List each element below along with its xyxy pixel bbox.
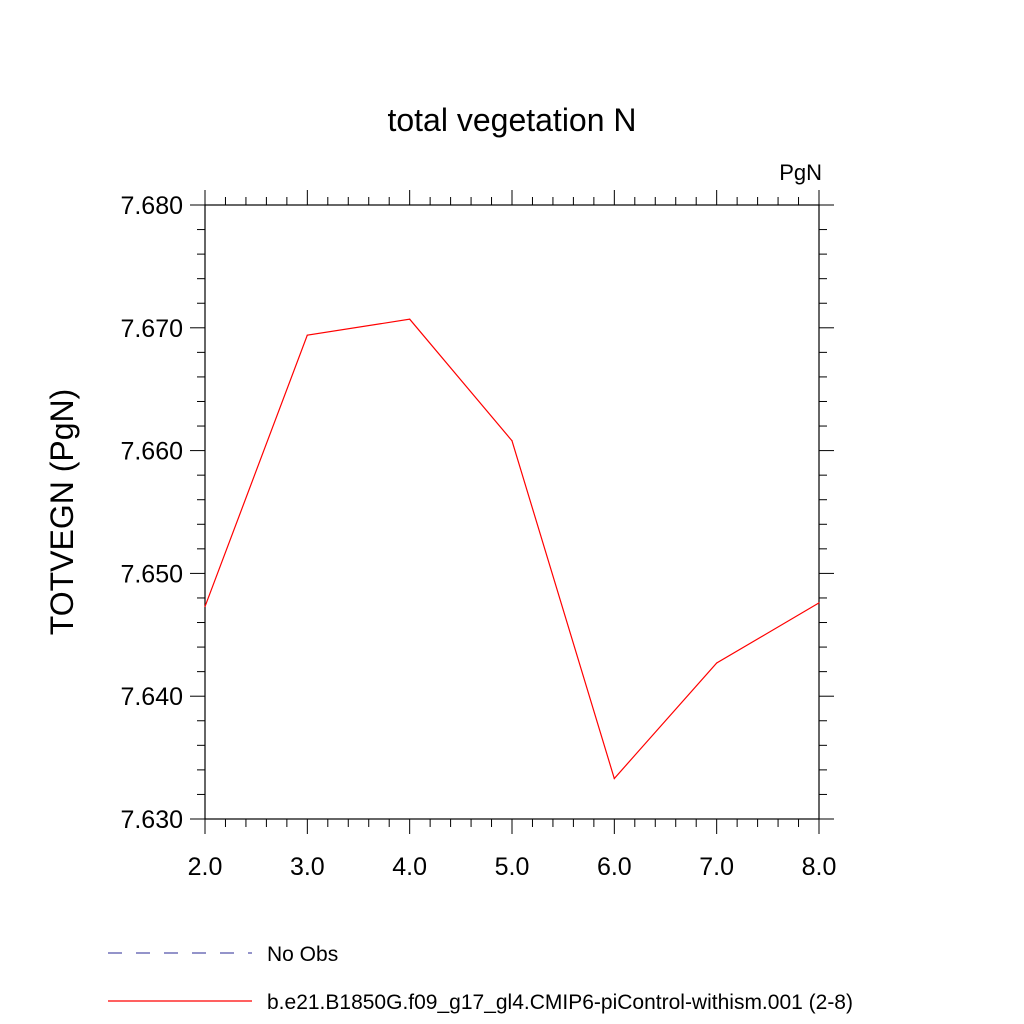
units-label: PgN	[779, 160, 822, 185]
data-point	[511, 440, 513, 442]
data-point	[409, 318, 411, 320]
series-line-0	[204, 318, 820, 780]
x-axis-ticks: 2.0 3.0 4.0 5.0 6.0 7.0 8.0	[188, 190, 837, 881]
y-tick-label: 7.660	[120, 438, 183, 466]
y-tick-label: 7.640	[120, 683, 183, 711]
legend: No Obs b.e21.B1850G.f09_g17_gl4.CMIP6-pi…	[108, 943, 853, 1014]
data-point	[204, 605, 206, 608]
x-tick-label: 7.0	[699, 853, 734, 881]
y-axis-ticks: 7.630 7.640 7.650 7.660 7.670 7.680	[120, 192, 834, 834]
x-tick-label: 2.0	[188, 853, 223, 881]
x-tick-label: 4.0	[392, 853, 427, 881]
legend-label-no-obs: No Obs	[267, 943, 338, 966]
data-point	[306, 334, 308, 336]
data-point	[613, 777, 615, 780]
y-tick-label: 7.670	[120, 315, 183, 343]
chart-title: total vegetation N	[387, 102, 636, 138]
data-point	[818, 602, 820, 604]
series-layer	[204, 318, 820, 780]
legend-label-control-run: b.e21.B1850G.f09_g17_gl4.CMIP6-piControl…	[267, 991, 853, 1014]
y-axis-label: TOTVEGN (PgN)	[44, 389, 80, 636]
y-tick-label: 7.650	[120, 560, 183, 588]
x-tick-label: 5.0	[495, 853, 530, 881]
x-tick-label: 6.0	[597, 853, 632, 881]
plot-frame	[204, 204, 820, 820]
y-tick-label: 7.680	[120, 192, 183, 220]
x-tick-label: 8.0	[802, 853, 837, 881]
y-tick-label: 7.630	[120, 806, 183, 834]
x-tick-label: 3.0	[290, 853, 325, 881]
data-point	[716, 662, 718, 664]
